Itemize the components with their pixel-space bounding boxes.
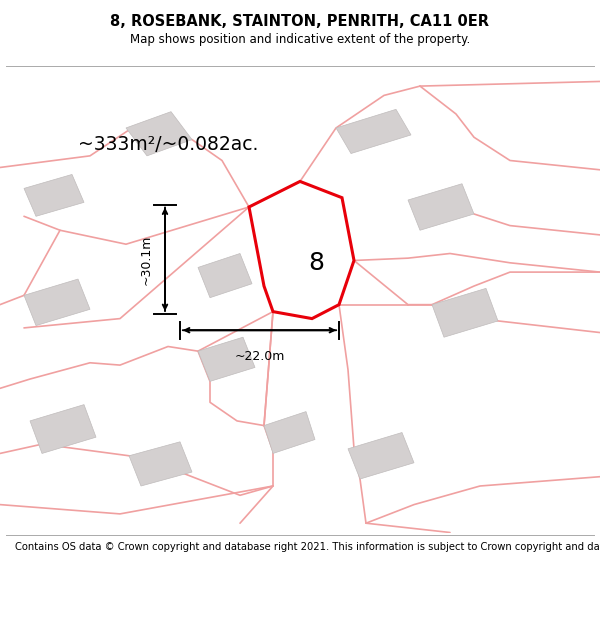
Polygon shape (348, 432, 414, 479)
Polygon shape (249, 181, 354, 319)
Text: ~333m²/~0.082ac.: ~333m²/~0.082ac. (78, 135, 259, 154)
Polygon shape (264, 412, 315, 454)
Text: ~22.0m: ~22.0m (235, 350, 284, 362)
Polygon shape (408, 184, 474, 230)
Polygon shape (198, 254, 252, 298)
Polygon shape (126, 112, 192, 156)
Polygon shape (432, 288, 498, 338)
Polygon shape (336, 109, 411, 154)
Text: 8: 8 (308, 251, 324, 275)
Polygon shape (24, 174, 84, 216)
Polygon shape (129, 442, 192, 486)
Text: Map shows position and indicative extent of the property.: Map shows position and indicative extent… (130, 33, 470, 46)
Polygon shape (198, 338, 255, 381)
Text: ~30.1m: ~30.1m (139, 234, 152, 284)
Polygon shape (24, 279, 90, 326)
Polygon shape (30, 404, 96, 454)
Text: Contains OS data © Crown copyright and database right 2021. This information is : Contains OS data © Crown copyright and d… (15, 542, 600, 552)
Text: 8, ROSEBANK, STAINTON, PENRITH, CA11 0ER: 8, ROSEBANK, STAINTON, PENRITH, CA11 0ER (110, 14, 490, 29)
